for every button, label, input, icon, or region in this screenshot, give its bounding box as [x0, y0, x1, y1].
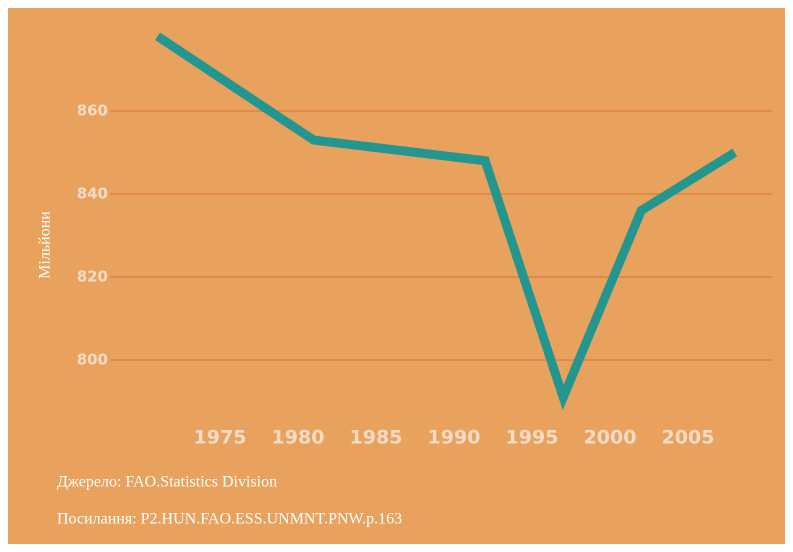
data-line [155, 32, 738, 411]
y-tick-label: 820 [77, 268, 108, 286]
y-tick-label: 860 [77, 102, 108, 120]
y-tick-label: 840 [77, 185, 108, 203]
x-tick-label: 2000 [584, 427, 637, 449]
y-tick-label: 800 [77, 351, 108, 369]
x-tick-label: 2005 [662, 427, 715, 449]
y-axis-label: Мільйони [37, 211, 54, 279]
x-tick-label: 1980 [272, 427, 325, 449]
reference-note: Посилання: P2.HUN.FAO.ESS.UNMNT.PNW.p.16… [57, 511, 402, 528]
x-tick-label: 1975 [194, 427, 247, 449]
x-tick-label: 1985 [350, 427, 403, 449]
x-tick-label: 1995 [506, 427, 559, 449]
x-tick-label: 1990 [428, 427, 481, 449]
source-note: Джерело: FAO.Statistics Division [57, 474, 277, 491]
